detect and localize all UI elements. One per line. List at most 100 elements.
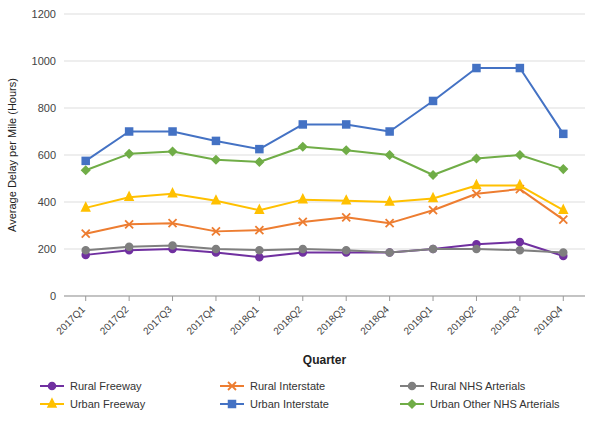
plot-area <box>82 65 568 261</box>
legend-marker <box>49 383 56 390</box>
point <box>169 242 176 249</box>
x-tick <box>259 296 260 301</box>
point <box>126 243 133 250</box>
point <box>516 247 523 254</box>
point <box>299 143 307 151</box>
x-tick <box>302 296 303 301</box>
point <box>125 192 133 200</box>
x-tick-label: 2019Q4 <box>532 303 565 336</box>
series-line <box>86 245 564 252</box>
legend: Rural Freeway Rural Interstate Rural NHS A… <box>40 380 560 410</box>
point <box>125 220 133 228</box>
point <box>256 247 263 254</box>
y-tick-label: 800 <box>38 102 56 114</box>
point <box>516 151 524 159</box>
x-tick-label: 2018Q2 <box>271 303 304 336</box>
legend-label: Urban Freeway <box>70 398 146 410</box>
x-tick-label: 2017Q3 <box>141 303 174 336</box>
x-axis-line <box>64 296 585 297</box>
point <box>473 246 480 253</box>
legend-marker <box>228 382 236 390</box>
grid-line <box>64 14 585 15</box>
y-tick-label: 200 <box>38 243 56 255</box>
legend-label: Rural Freeway <box>70 380 142 392</box>
point <box>472 190 480 198</box>
legend-marker <box>48 399 56 407</box>
point <box>299 195 307 203</box>
point <box>473 65 480 72</box>
y-tick-label: 400 <box>38 196 56 208</box>
point <box>169 189 177 197</box>
point <box>429 171 437 179</box>
x-tick-label: 2018Q3 <box>315 303 348 336</box>
grid-line <box>64 108 585 109</box>
point <box>212 196 220 204</box>
point <box>82 247 89 254</box>
x-tick-label: 2018Q4 <box>358 303 391 336</box>
point <box>516 65 523 72</box>
point <box>559 205 567 213</box>
point <box>342 146 350 154</box>
chart: 0200400600800100012002017Q12017Q22017Q32… <box>0 0 600 432</box>
point <box>429 193 437 201</box>
x-tick <box>85 296 86 301</box>
point <box>342 196 350 204</box>
point <box>82 230 90 238</box>
point <box>255 158 263 166</box>
x-tick-label: 2017Q1 <box>54 303 87 336</box>
legend-label: Rural NHS Arterials <box>430 380 526 392</box>
point <box>256 254 263 261</box>
point <box>169 128 176 135</box>
point <box>212 137 219 144</box>
point <box>472 155 480 163</box>
x-tick-label: 2019Q3 <box>488 303 521 336</box>
point <box>516 181 524 189</box>
point <box>472 181 480 189</box>
x-tick <box>172 296 173 301</box>
point <box>386 219 394 227</box>
point <box>429 206 437 214</box>
legend-label: Urban Interstate <box>250 398 329 410</box>
point <box>560 130 567 137</box>
point <box>342 213 350 221</box>
point <box>430 246 437 253</box>
point <box>430 97 437 104</box>
x-tick <box>215 296 216 301</box>
point <box>169 147 177 155</box>
y-tick-label: 0 <box>50 290 56 302</box>
legend-marker <box>408 400 416 408</box>
point <box>212 156 220 164</box>
point <box>212 246 219 253</box>
x-tick <box>433 296 434 301</box>
grid-line <box>64 202 585 203</box>
legend-marker <box>409 383 416 390</box>
x-tick-label: 2017Q4 <box>184 303 217 336</box>
point <box>343 247 350 254</box>
point <box>299 121 306 128</box>
point <box>386 249 393 256</box>
point <box>430 246 437 253</box>
point <box>386 151 394 159</box>
y-tick-label: 600 <box>38 149 56 161</box>
x-tick-label: 2019Q1 <box>402 303 435 336</box>
grid-line <box>64 296 585 297</box>
point <box>82 203 90 211</box>
legend-label: Rural Interstate <box>250 380 325 392</box>
x-tick <box>476 296 477 301</box>
point <box>126 128 133 135</box>
x-tick-label: 2018Q1 <box>228 303 261 336</box>
point <box>386 128 393 135</box>
x-tick <box>346 296 347 301</box>
x-tick <box>389 296 390 301</box>
series-line <box>86 186 564 211</box>
point <box>169 219 177 227</box>
point <box>82 166 90 174</box>
point <box>299 218 307 226</box>
point <box>82 157 89 164</box>
point <box>386 197 394 205</box>
point <box>212 227 220 235</box>
point <box>516 238 523 245</box>
series-line <box>86 242 564 257</box>
legend-label: Urban Other NHS Arterials <box>430 398 560 410</box>
y-tick-label: 1200 <box>32 8 56 20</box>
